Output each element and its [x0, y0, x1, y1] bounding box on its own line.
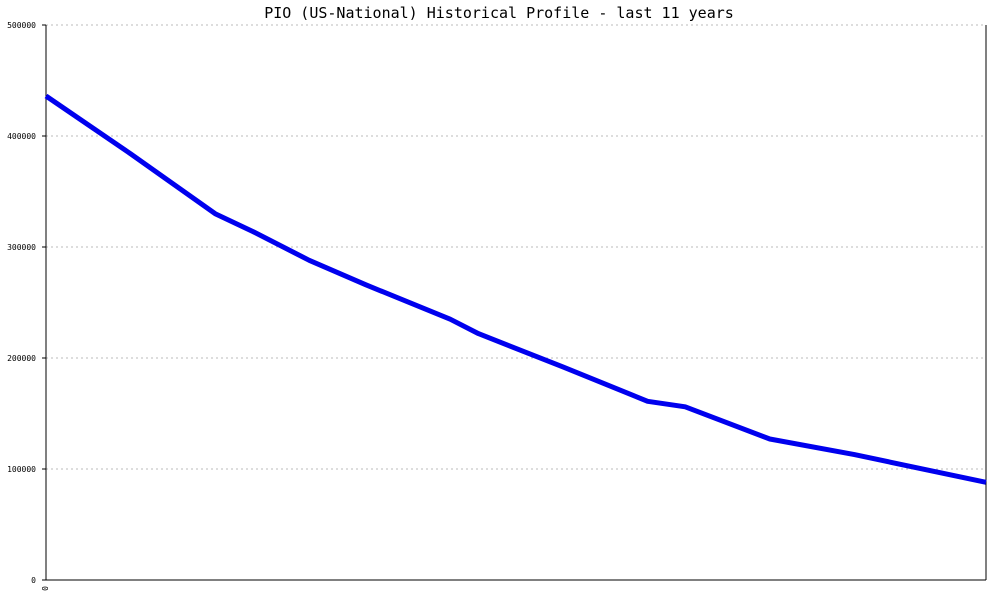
series-layer	[44, 93, 987, 485]
grid-layer	[46, 24, 986, 470]
y-tick-label: 500000	[7, 21, 36, 30]
axis-layer	[45, 25, 987, 581]
y-tick-label: 100000	[7, 465, 36, 474]
y-tick-label: 400000	[7, 132, 36, 141]
y-tick-label: 0	[31, 576, 36, 585]
chart-title: PIO (US-National) Historical Profile - l…	[264, 4, 734, 22]
y-tick-label: 200000	[7, 354, 36, 363]
y-tick-label: 300000	[7, 243, 36, 252]
x-tick-label: 0	[41, 586, 50, 591]
series-line	[44, 93, 987, 485]
tick-layer: 0 100000 200000 300000 400000 500000 0	[7, 21, 50, 591]
